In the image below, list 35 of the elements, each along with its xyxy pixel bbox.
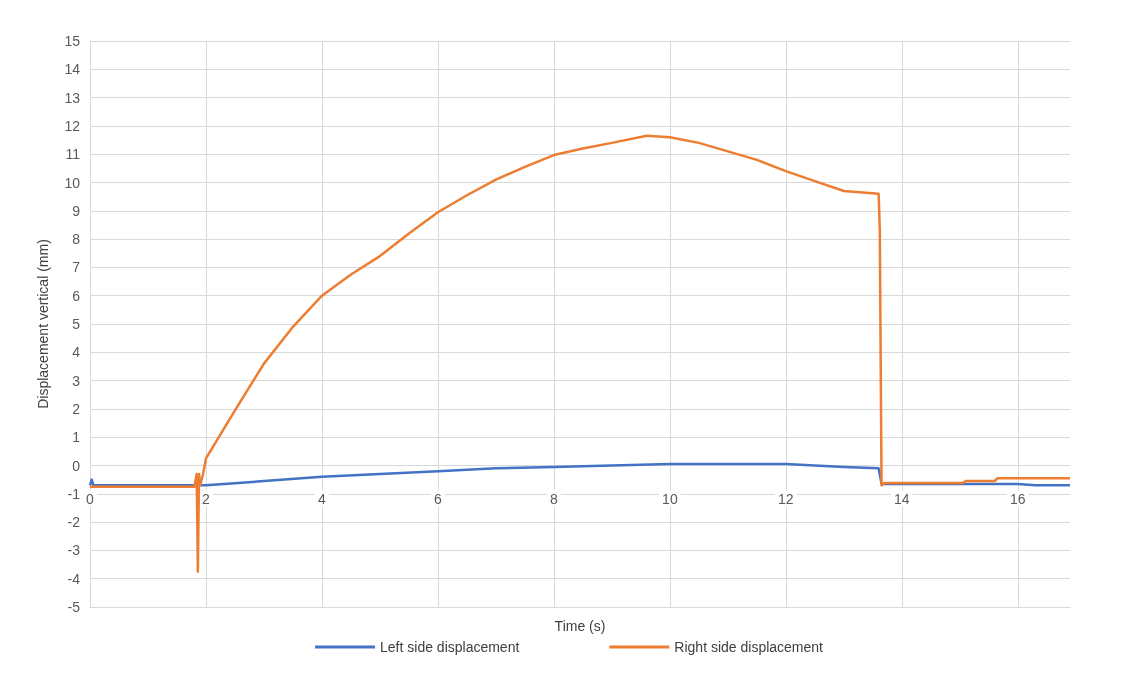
y-tick-label: 12: [64, 117, 81, 134]
y-tick-label: 8: [72, 231, 81, 248]
y-tick-label: 0: [72, 457, 81, 474]
x-axis-title: Time (s): [554, 618, 606, 634]
legend-label: Left side displacement: [380, 639, 520, 655]
y-tick-label: -2: [67, 514, 81, 531]
y-tick-label: 4: [72, 344, 81, 361]
y-tick-label: 9: [72, 202, 81, 219]
y-tick-label: -3: [67, 542, 81, 559]
y-tick-label: 14: [64, 61, 81, 78]
y-tick-label: 13: [64, 89, 81, 106]
x-tick-label: 0: [86, 490, 95, 507]
line-series: [88, 134, 1072, 573]
y-tick-label: 7: [72, 259, 81, 276]
legend-label: Right side displacement: [674, 639, 824, 655]
y-tick-label: 11: [65, 146, 81, 163]
y-tick-label: 3: [72, 372, 81, 389]
x-tick-label: 6: [434, 490, 443, 507]
x-tick-label: 10: [662, 490, 678, 507]
y-tick-label: 1: [72, 429, 81, 446]
y-tick-label: 15: [64, 33, 81, 49]
x-tick-label: 16: [1010, 490, 1026, 507]
y-tick-label: 2: [72, 400, 81, 417]
x-tick-label: 14: [894, 490, 910, 507]
y-axis-title: Displacement vertical (mm): [35, 239, 51, 409]
x-tick-label: 2: [202, 490, 211, 507]
x-tick-label: 12: [778, 490, 794, 507]
x-tick-label: 4: [318, 490, 327, 507]
y-tick-label: 6: [72, 287, 81, 304]
y-tick-label: 5: [72, 316, 81, 332]
y-tick-label: 10: [64, 174, 81, 191]
y-tick-label: -4: [67, 570, 81, 587]
x-tick-label: 8: [550, 490, 559, 507]
y-tick-label: -5: [67, 599, 81, 615]
y-tick-label: -1: [67, 485, 81, 502]
